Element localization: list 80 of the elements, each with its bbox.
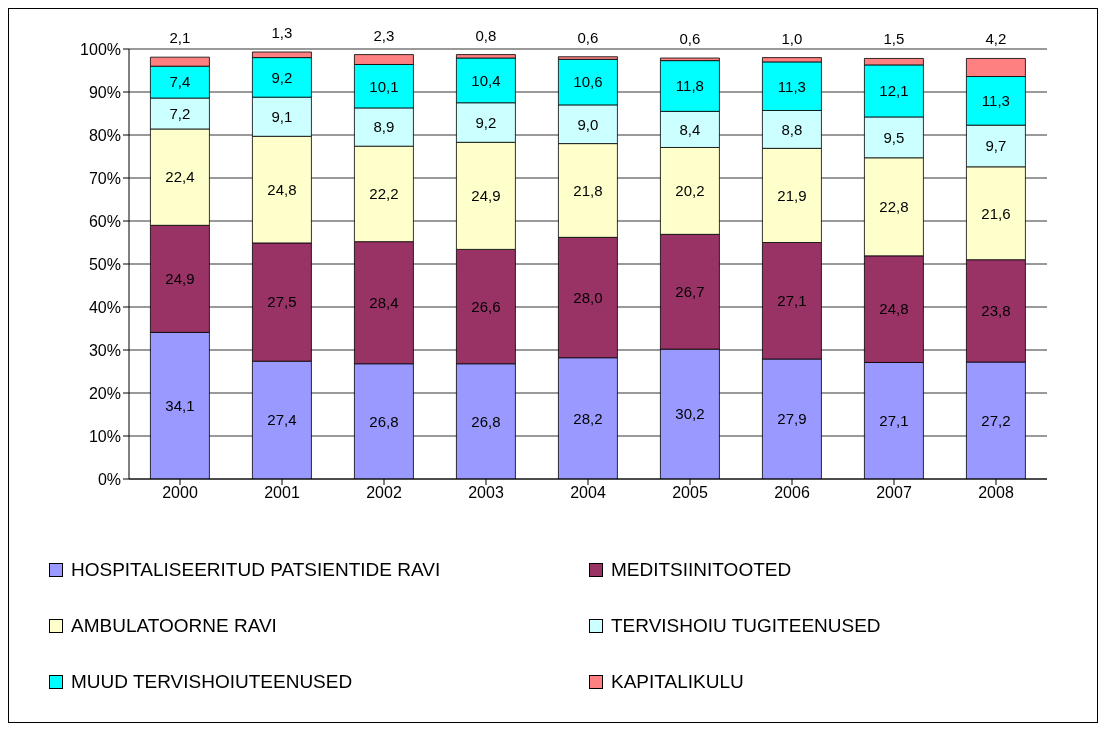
x-tick-label: 2008 bbox=[978, 484, 1014, 502]
data-label: 22,2 bbox=[369, 185, 399, 203]
data-label: 2,1 bbox=[169, 29, 191, 47]
data-label: 11,3 bbox=[777, 77, 806, 95]
legend-label: MEDITSIINITOOTED bbox=[611, 559, 792, 581]
data-label: 1,0 bbox=[781, 29, 803, 47]
y-tick-label: 50% bbox=[88, 255, 121, 273]
y-tick-label: 70% bbox=[88, 169, 121, 187]
y-tick-label: 10% bbox=[88, 427, 121, 445]
data-label: 9,7 bbox=[985, 137, 1007, 155]
data-label: 24,8 bbox=[267, 180, 297, 198]
data-label: 8,9 bbox=[373, 118, 395, 136]
x-tick-label: 2003 bbox=[468, 484, 504, 502]
x-tick-label: 2002 bbox=[366, 484, 402, 502]
data-label: 10,4 bbox=[471, 71, 501, 89]
y-tick-label: 80% bbox=[88, 126, 121, 144]
data-label: 11,3 bbox=[981, 92, 1010, 110]
data-label: 1,3 bbox=[271, 24, 293, 42]
data-label: 10,6 bbox=[573, 73, 603, 91]
data-label: 9,5 bbox=[883, 128, 905, 146]
y-tick-label: 60% bbox=[88, 212, 121, 230]
data-label: 22,8 bbox=[879, 198, 909, 216]
data-label: 21,9 bbox=[777, 186, 807, 204]
data-label: 27,9 bbox=[777, 410, 807, 428]
data-label: 0,8 bbox=[475, 26, 497, 44]
data-label: 11,8 bbox=[675, 77, 704, 95]
x-tick-label: 2006 bbox=[774, 484, 810, 502]
data-label: 26,7 bbox=[675, 283, 705, 301]
y-tick-label: 30% bbox=[88, 341, 121, 359]
data-label: 28,4 bbox=[369, 294, 399, 312]
data-label: 28,0 bbox=[573, 288, 603, 306]
data-label: 22,4 bbox=[165, 168, 195, 186]
data-label: 34,1 bbox=[165, 397, 195, 415]
data-label: 7,2 bbox=[169, 104, 191, 122]
x-tick-label: 2005 bbox=[672, 484, 708, 502]
legend-label: HOSPITALISEERITUD PATSIENTIDE RAVI bbox=[71, 559, 441, 581]
data-label: 1,5 bbox=[883, 30, 905, 48]
x-tick-label: 2001 bbox=[264, 484, 300, 502]
data-label: 9,0 bbox=[577, 115, 599, 133]
data-label: 21,6 bbox=[981, 204, 1011, 222]
data-label: 9,2 bbox=[475, 113, 497, 131]
data-label: 24,9 bbox=[165, 270, 195, 288]
data-label: 24,8 bbox=[879, 300, 909, 318]
data-label: 30,2 bbox=[675, 405, 705, 423]
data-label: 27,1 bbox=[777, 292, 807, 310]
data-label: 0,6 bbox=[679, 30, 701, 48]
data-label: 9,1 bbox=[271, 108, 293, 126]
y-tick-label: 0% bbox=[97, 470, 121, 488]
data-label: 12,1 bbox=[879, 82, 909, 100]
data-label: 26,8 bbox=[369, 412, 399, 430]
data-label: 7,4 bbox=[169, 73, 191, 91]
y-tick-label: 20% bbox=[88, 384, 121, 402]
data-label: 4,2 bbox=[985, 30, 1007, 48]
legend-label: AMBULATOORNE RAVI bbox=[71, 615, 277, 637]
legend-label: KAPITALIKULU bbox=[611, 671, 744, 693]
data-label: 20,2 bbox=[675, 182, 705, 200]
data-label: 8,4 bbox=[679, 120, 701, 138]
data-label: 9,2 bbox=[271, 68, 293, 86]
data-label: 24,9 bbox=[471, 187, 501, 205]
data-label: 26,6 bbox=[471, 297, 501, 315]
y-tick-label: 90% bbox=[88, 83, 121, 101]
data-label: 27,5 bbox=[267, 293, 297, 311]
data-label: 27,2 bbox=[981, 411, 1011, 429]
x-tick-label: 2007 bbox=[876, 484, 912, 502]
data-label: 28,2 bbox=[573, 409, 603, 427]
legend-label: TERVISHOIU TUGITEENUSED bbox=[611, 615, 881, 637]
data-label: 10,1 bbox=[369, 77, 399, 95]
data-label: 8,8 bbox=[781, 120, 803, 138]
x-tick-label: 2000 bbox=[162, 484, 198, 502]
x-tick-label: 2004 bbox=[570, 484, 606, 502]
data-label: 27,4 bbox=[267, 411, 297, 429]
data-label: 2,3 bbox=[373, 26, 395, 44]
data-label: 0,6 bbox=[577, 28, 599, 46]
y-tick-label: 40% bbox=[88, 298, 121, 316]
data-label: 21,8 bbox=[573, 181, 603, 199]
y-tick-label: 100% bbox=[80, 40, 121, 58]
data-label: 23,8 bbox=[981, 302, 1011, 320]
data-label: 27,1 bbox=[879, 412, 909, 430]
legend-label: MUUD TERVISHOIUTEENUSED bbox=[71, 671, 353, 693]
data-label: 26,8 bbox=[471, 412, 501, 430]
